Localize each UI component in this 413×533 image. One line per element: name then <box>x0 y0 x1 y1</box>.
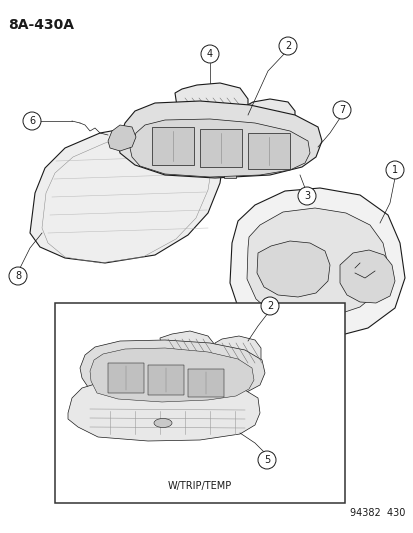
Polygon shape <box>118 101 321 178</box>
Polygon shape <box>68 377 259 441</box>
Polygon shape <box>339 250 394 303</box>
Polygon shape <box>256 241 329 297</box>
FancyBboxPatch shape <box>108 363 144 393</box>
Polygon shape <box>230 188 404 341</box>
Text: W/TRIP/TEMP: W/TRIP/TEMP <box>167 481 232 491</box>
FancyBboxPatch shape <box>247 133 289 169</box>
FancyBboxPatch shape <box>147 365 183 395</box>
FancyBboxPatch shape <box>199 129 242 167</box>
Text: 6: 6 <box>29 116 35 126</box>
Polygon shape <box>214 336 260 370</box>
Text: 1: 1 <box>391 165 397 175</box>
Polygon shape <box>159 331 214 369</box>
Polygon shape <box>175 83 247 129</box>
FancyBboxPatch shape <box>188 369 223 397</box>
Circle shape <box>332 101 350 119</box>
Polygon shape <box>90 348 254 402</box>
Polygon shape <box>80 340 264 400</box>
Text: 5: 5 <box>263 455 269 465</box>
Polygon shape <box>242 99 294 136</box>
FancyBboxPatch shape <box>223 169 235 178</box>
Text: 2: 2 <box>266 301 273 311</box>
FancyBboxPatch shape <box>152 127 194 165</box>
Text: 8: 8 <box>15 271 21 281</box>
Polygon shape <box>108 125 136 151</box>
Polygon shape <box>30 125 223 263</box>
Text: 8A-430A: 8A-430A <box>8 18 74 32</box>
Polygon shape <box>247 208 387 319</box>
Polygon shape <box>130 119 309 177</box>
Circle shape <box>23 112 41 130</box>
Circle shape <box>257 451 275 469</box>
Circle shape <box>385 161 403 179</box>
Circle shape <box>260 297 278 315</box>
Text: 4: 4 <box>206 49 213 59</box>
Circle shape <box>201 45 218 63</box>
Circle shape <box>9 267 27 285</box>
Ellipse shape <box>154 418 171 427</box>
Circle shape <box>297 187 315 205</box>
Circle shape <box>278 37 296 55</box>
Text: 94382  430: 94382 430 <box>349 508 404 518</box>
Text: 2: 2 <box>284 41 290 51</box>
Text: 7: 7 <box>338 105 344 115</box>
Text: 3: 3 <box>303 191 309 201</box>
FancyBboxPatch shape <box>55 303 344 503</box>
